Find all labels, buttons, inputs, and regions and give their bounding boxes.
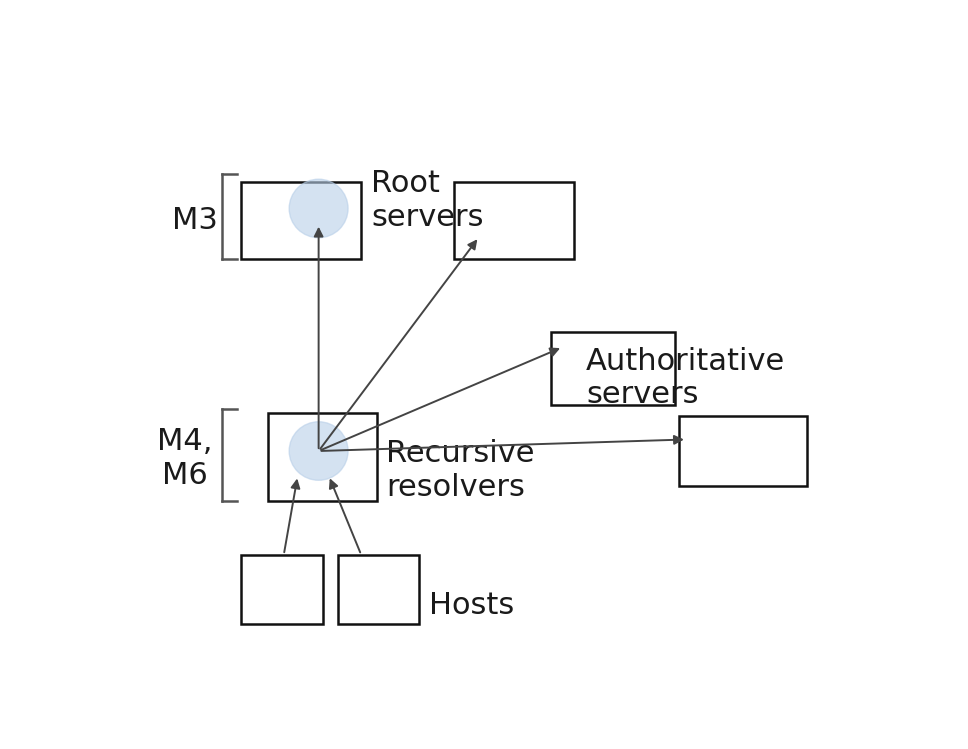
Text: Authoritative
servers: Authoritative servers [586, 347, 785, 409]
Text: M3: M3 [171, 205, 218, 234]
Bar [454, 181, 574, 258]
Bar [338, 555, 419, 624]
Bar [241, 555, 322, 624]
Text: Recursive
resolvers: Recursive resolvers [386, 439, 534, 502]
Circle shape [289, 422, 348, 480]
Text: Root
servers: Root servers [372, 169, 484, 232]
Text: M4,
M6: M4, M6 [157, 428, 212, 490]
Circle shape [289, 179, 348, 237]
Text: Hosts: Hosts [430, 590, 515, 619]
Bar [551, 332, 675, 404]
Bar [679, 416, 807, 485]
Bar [241, 181, 361, 258]
Bar [268, 413, 377, 501]
